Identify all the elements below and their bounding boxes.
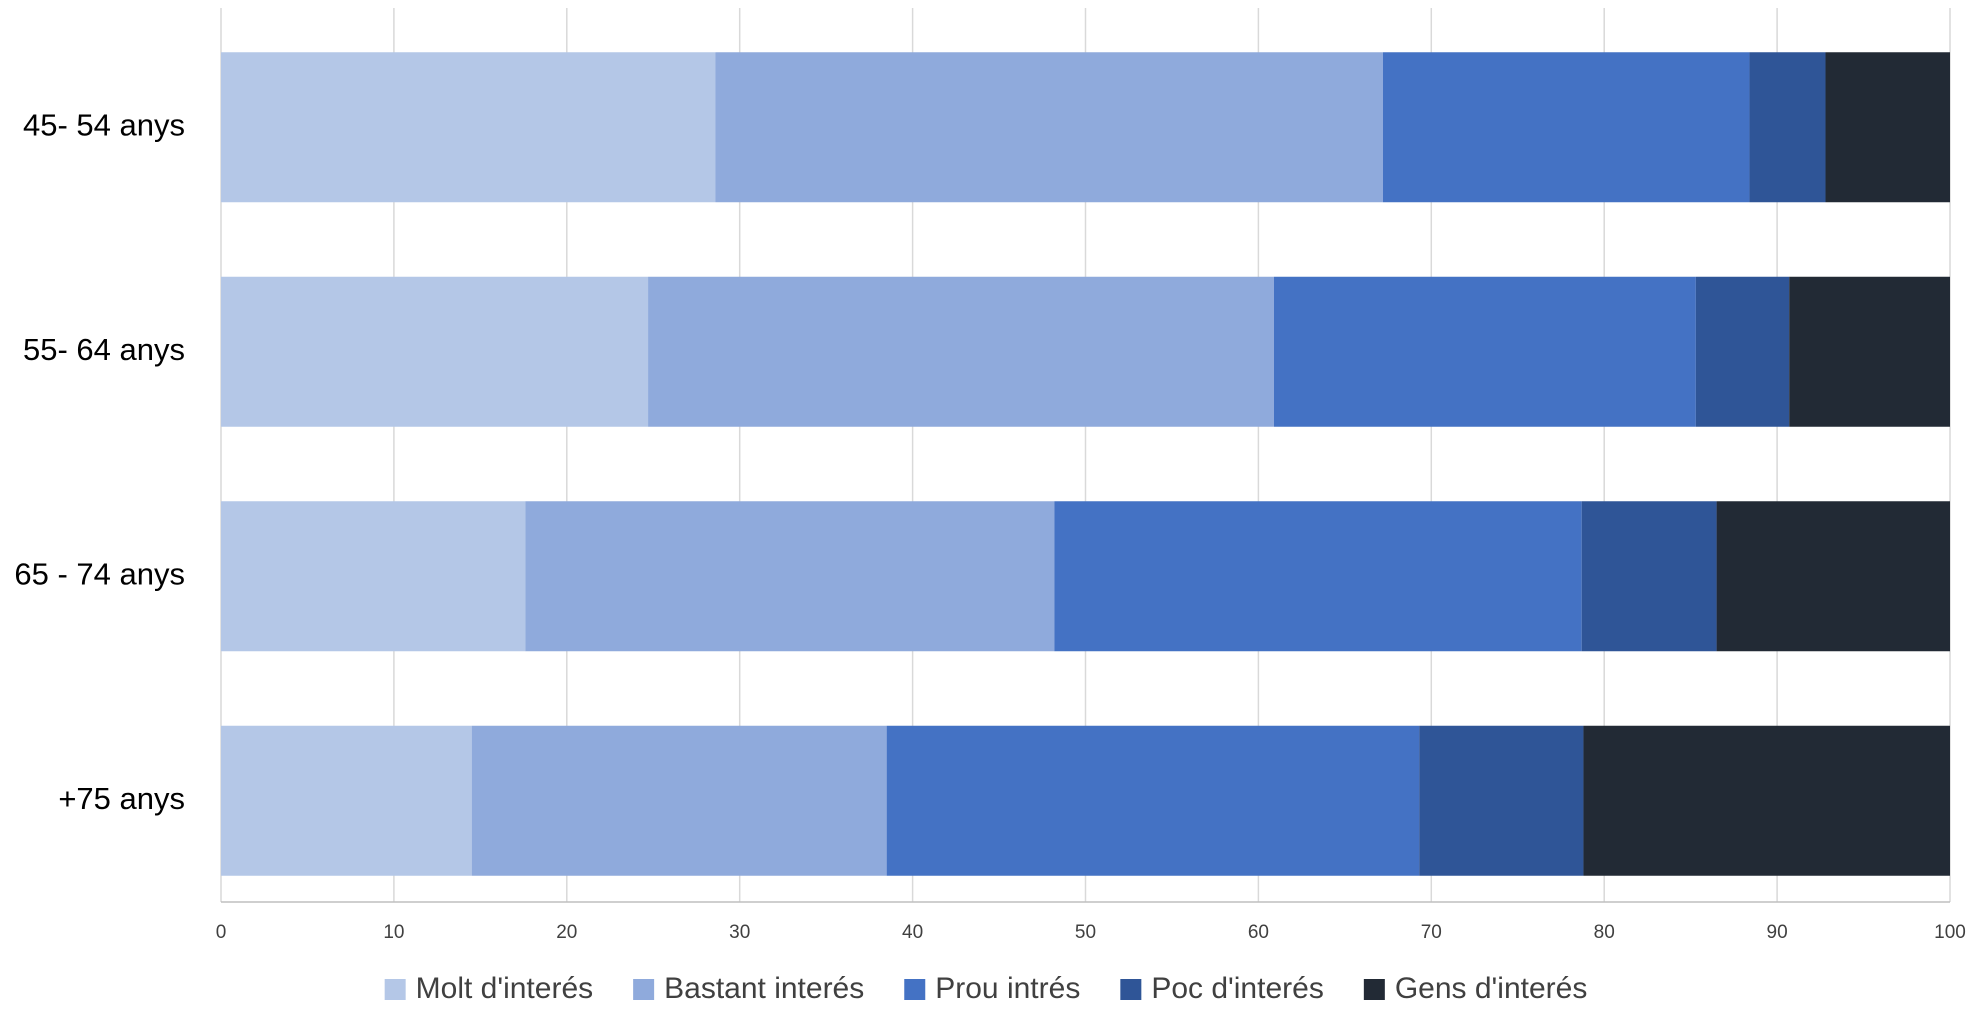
bar-segment-1-4	[1789, 276, 1950, 427]
x-tick-label-50: 50	[1075, 922, 1096, 943]
x-tick-label-80: 80	[1594, 922, 1615, 943]
bar-segment-2-1	[525, 501, 1055, 652]
x-axis: 0 10 20 30 40 50 60 70 80 90 100	[216, 901, 1966, 943]
category-label-3: +75 anys	[58, 781, 185, 816]
legend-item-4: Gens d'interés	[1363, 972, 1588, 1005]
bar-segment-3-3	[1419, 725, 1584, 876]
legend-swatch-3	[1120, 979, 1142, 1000]
bar-segment-0-2	[1382, 52, 1750, 203]
legend-item-3: Poc d'interés	[1120, 972, 1324, 1005]
bar-segment-0-3	[1749, 52, 1826, 203]
x-tick-label-0: 0	[216, 922, 227, 943]
legend: Molt d'interés Bastant interés Prou intrés…	[384, 972, 1588, 1005]
x-tick-label-100: 100	[1934, 922, 1966, 943]
category-label-1: 55- 64 anys	[23, 332, 185, 367]
category-label-0: 45- 54 anys	[23, 107, 185, 142]
legend-item-1: Bastant interés	[633, 972, 864, 1005]
bar-segment-1-1	[648, 276, 1274, 427]
legend-item-0: Molt d'interés	[384, 972, 593, 1005]
bar-segment-2-3	[1581, 501, 1717, 652]
bar-segment-3-1	[471, 725, 887, 876]
bar-segment-0-4	[1825, 52, 1950, 203]
bar-segment-2-4	[1716, 501, 1950, 652]
legend-label-4: Gens d'interés	[1395, 972, 1588, 1005]
legend-label-2: Prou intrés	[935, 972, 1080, 1005]
legend-swatch-1	[633, 979, 655, 1000]
x-tick-label-40: 40	[902, 922, 923, 943]
x-tick-label-60: 60	[1248, 922, 1269, 943]
x-tick-label-10: 10	[383, 922, 404, 943]
x-tick-label-20: 20	[556, 922, 577, 943]
bar-segment-1-3	[1695, 276, 1790, 427]
legend-item-2: Prou intrés	[904, 972, 1080, 1005]
bar-segment-2-2	[1054, 501, 1582, 652]
legend-swatch-2	[904, 979, 926, 1000]
bar-segment-1-2	[1273, 276, 1696, 427]
bar-segment-0-1	[715, 52, 1383, 203]
bar-segment-0-0	[221, 52, 716, 203]
x-tick-label-90: 90	[1767, 922, 1788, 943]
bar-segment-3-2	[886, 725, 1420, 876]
category-labels: 45- 54 anys 55- 64 anys 65 - 74 anys +75 an…	[14, 107, 185, 816]
legend-label-0: Molt d'interés	[416, 972, 593, 1005]
bar-segment-3-0	[221, 725, 472, 876]
legend-label-1: Bastant interés	[664, 972, 864, 1005]
bars	[221, 52, 1950, 876]
legend-label-3: Poc d'interés	[1151, 972, 1324, 1005]
x-tick-label-30: 30	[729, 922, 750, 943]
x-tick-label-70: 70	[1421, 922, 1442, 943]
bar-segment-3-4	[1583, 725, 1950, 876]
bar-segment-1-0	[221, 276, 649, 427]
bar-segment-2-0	[221, 501, 526, 652]
legend-swatch-0	[384, 979, 406, 1000]
category-label-2: 65 - 74 anys	[14, 556, 185, 591]
legend-swatch-4	[1363, 979, 1385, 1000]
